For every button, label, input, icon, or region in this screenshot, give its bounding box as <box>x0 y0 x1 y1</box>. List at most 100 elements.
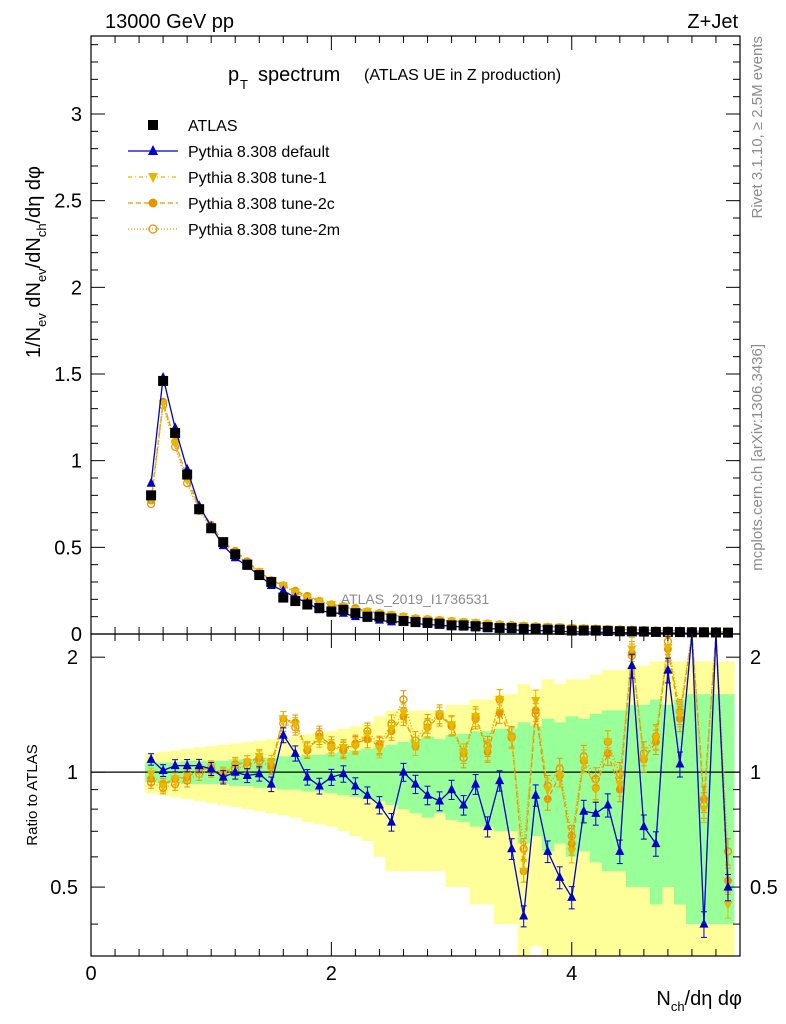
main-series-point <box>338 604 349 615</box>
ratio-series-point <box>254 752 264 762</box>
green-band-bin <box>277 756 290 790</box>
green-band-bin <box>625 704 639 888</box>
ratio-series-point <box>495 708 504 717</box>
ratio-series-point <box>579 757 589 767</box>
ratio-series-point <box>543 845 553 855</box>
ratio-series-point <box>411 742 420 752</box>
green-band-bin <box>577 718 591 852</box>
main-series-point <box>146 490 157 501</box>
main-series-point <box>314 603 325 613</box>
rivet-annotation: Rivet 3.1.10, ≥ 2.5M events <box>749 36 766 219</box>
main-series-point <box>326 601 336 611</box>
green-band-bin <box>661 704 675 888</box>
ratio-series-point <box>507 734 517 744</box>
main-series-point <box>170 439 180 449</box>
plot-title-sub: (ATLAS UE in Z production) <box>364 67 561 84</box>
legend-entry: Pythia 8.308 tune-1 <box>128 170 327 187</box>
ratio-series-point <box>627 645 637 655</box>
ratio-series-point <box>555 871 565 881</box>
ratio-series-point <box>567 847 577 857</box>
plot-title-T: T <box>240 77 248 92</box>
ratio-plot-frame <box>90 633 741 957</box>
main-series-point <box>170 427 181 438</box>
ratio-series-point <box>519 867 529 877</box>
green-band-bin <box>721 694 735 925</box>
main-series-point <box>650 626 661 637</box>
ratio-series-point <box>519 910 529 920</box>
ratio-series-point <box>302 771 312 781</box>
mcplots-annotation: mcplots.cern.ch [arXiv:1306.3436] <box>749 344 766 571</box>
ratio-series-point <box>338 744 348 754</box>
ratio-series-point <box>278 715 288 725</box>
main-series-point <box>578 625 589 636</box>
x-axis-label: Nch/dη dφ <box>656 988 742 1014</box>
main-series-point <box>314 597 324 607</box>
ratio-series-point <box>170 775 180 785</box>
main-series-point <box>242 559 253 570</box>
ratio-series-point <box>723 901 733 911</box>
ratio-series-point <box>158 782 168 792</box>
green-band-bin <box>445 735 459 820</box>
ratio-series-point <box>194 760 204 770</box>
ratio-series-point <box>447 784 457 794</box>
main-series-point <box>722 627 733 638</box>
green-band-bin <box>373 747 386 802</box>
ratio-series-point <box>290 747 300 757</box>
ratio-series-point <box>519 844 528 853</box>
ratio-series-point <box>362 789 372 799</box>
x-tick-label: 4 <box>566 963 577 985</box>
main-series-point <box>146 477 156 487</box>
main-series-point <box>626 626 637 637</box>
main-series-point <box>278 592 289 603</box>
main-series-point <box>554 624 565 635</box>
main-series-point <box>446 620 457 631</box>
ratio-series-point <box>471 778 481 788</box>
green-band-bin <box>517 722 531 844</box>
ratio-series-point <box>386 816 396 826</box>
main-series-point <box>434 618 445 629</box>
y-tick-label: 1 <box>71 451 82 473</box>
ratio-series-point <box>146 753 156 763</box>
main-series-point <box>530 623 541 634</box>
ratio-series-1 <box>146 633 733 919</box>
ratio-series-point <box>723 847 733 856</box>
legend-entry: ATLAS <box>148 118 238 135</box>
ratio-series-point <box>651 734 661 744</box>
ratio-y-axis-label: Ratio to ATLAS <box>24 744 41 845</box>
ratio-series-point <box>435 795 445 805</box>
ratio-series-point <box>495 775 505 785</box>
ratio-series-point <box>459 799 469 809</box>
ratio-series-point <box>206 763 216 773</box>
ratio-series-point <box>723 881 733 891</box>
ratio-y-tick-label: 1 <box>67 762 78 784</box>
energy-label: 13000 GeV pp <box>105 11 234 33</box>
ratio-series-point <box>483 746 493 756</box>
legend-entry: Pythia 8.308 tune-2m <box>128 222 340 239</box>
green-band-bin <box>685 694 699 925</box>
main-series-point <box>182 469 193 480</box>
y-tick-label: 2.5 <box>54 191 82 213</box>
main-series-point <box>266 577 277 587</box>
main-series-point <box>674 627 685 638</box>
ratio-series-point <box>675 758 685 768</box>
legend-label: Pythia 8.308 tune-1 <box>188 170 327 187</box>
y-tick-label: 0.5 <box>54 537 82 559</box>
ratio-series-point <box>362 730 372 740</box>
ratio-series-point <box>242 758 252 768</box>
ratio-series-point <box>374 745 384 755</box>
main-series-point <box>206 523 217 534</box>
process-label: Z+Jet <box>687 11 738 33</box>
legend-entry: Pythia 8.308 tune-2c <box>128 196 335 213</box>
axis-ticks: 0 2 400.511.522.530.5 0.51 12 2 <box>50 36 778 985</box>
legend-entry: Pythia 8.308 default <box>128 144 330 161</box>
ratio-y-tick-label: 0.5 <box>50 877 78 899</box>
ratio-series-point <box>591 786 601 796</box>
main-series-point <box>278 585 288 595</box>
ratio-series-point <box>398 709 408 719</box>
ratio-series-point <box>483 821 493 831</box>
ratio-series-point <box>639 755 649 765</box>
ratio-series-point <box>459 749 469 759</box>
main-series-point <box>230 549 241 560</box>
ratio-series-point <box>603 738 613 748</box>
ratio-series-point <box>435 710 445 720</box>
